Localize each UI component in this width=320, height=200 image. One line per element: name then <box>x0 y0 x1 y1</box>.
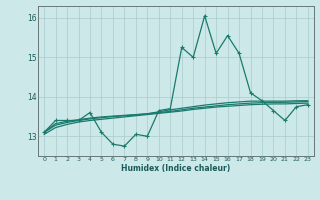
X-axis label: Humidex (Indice chaleur): Humidex (Indice chaleur) <box>121 164 231 173</box>
